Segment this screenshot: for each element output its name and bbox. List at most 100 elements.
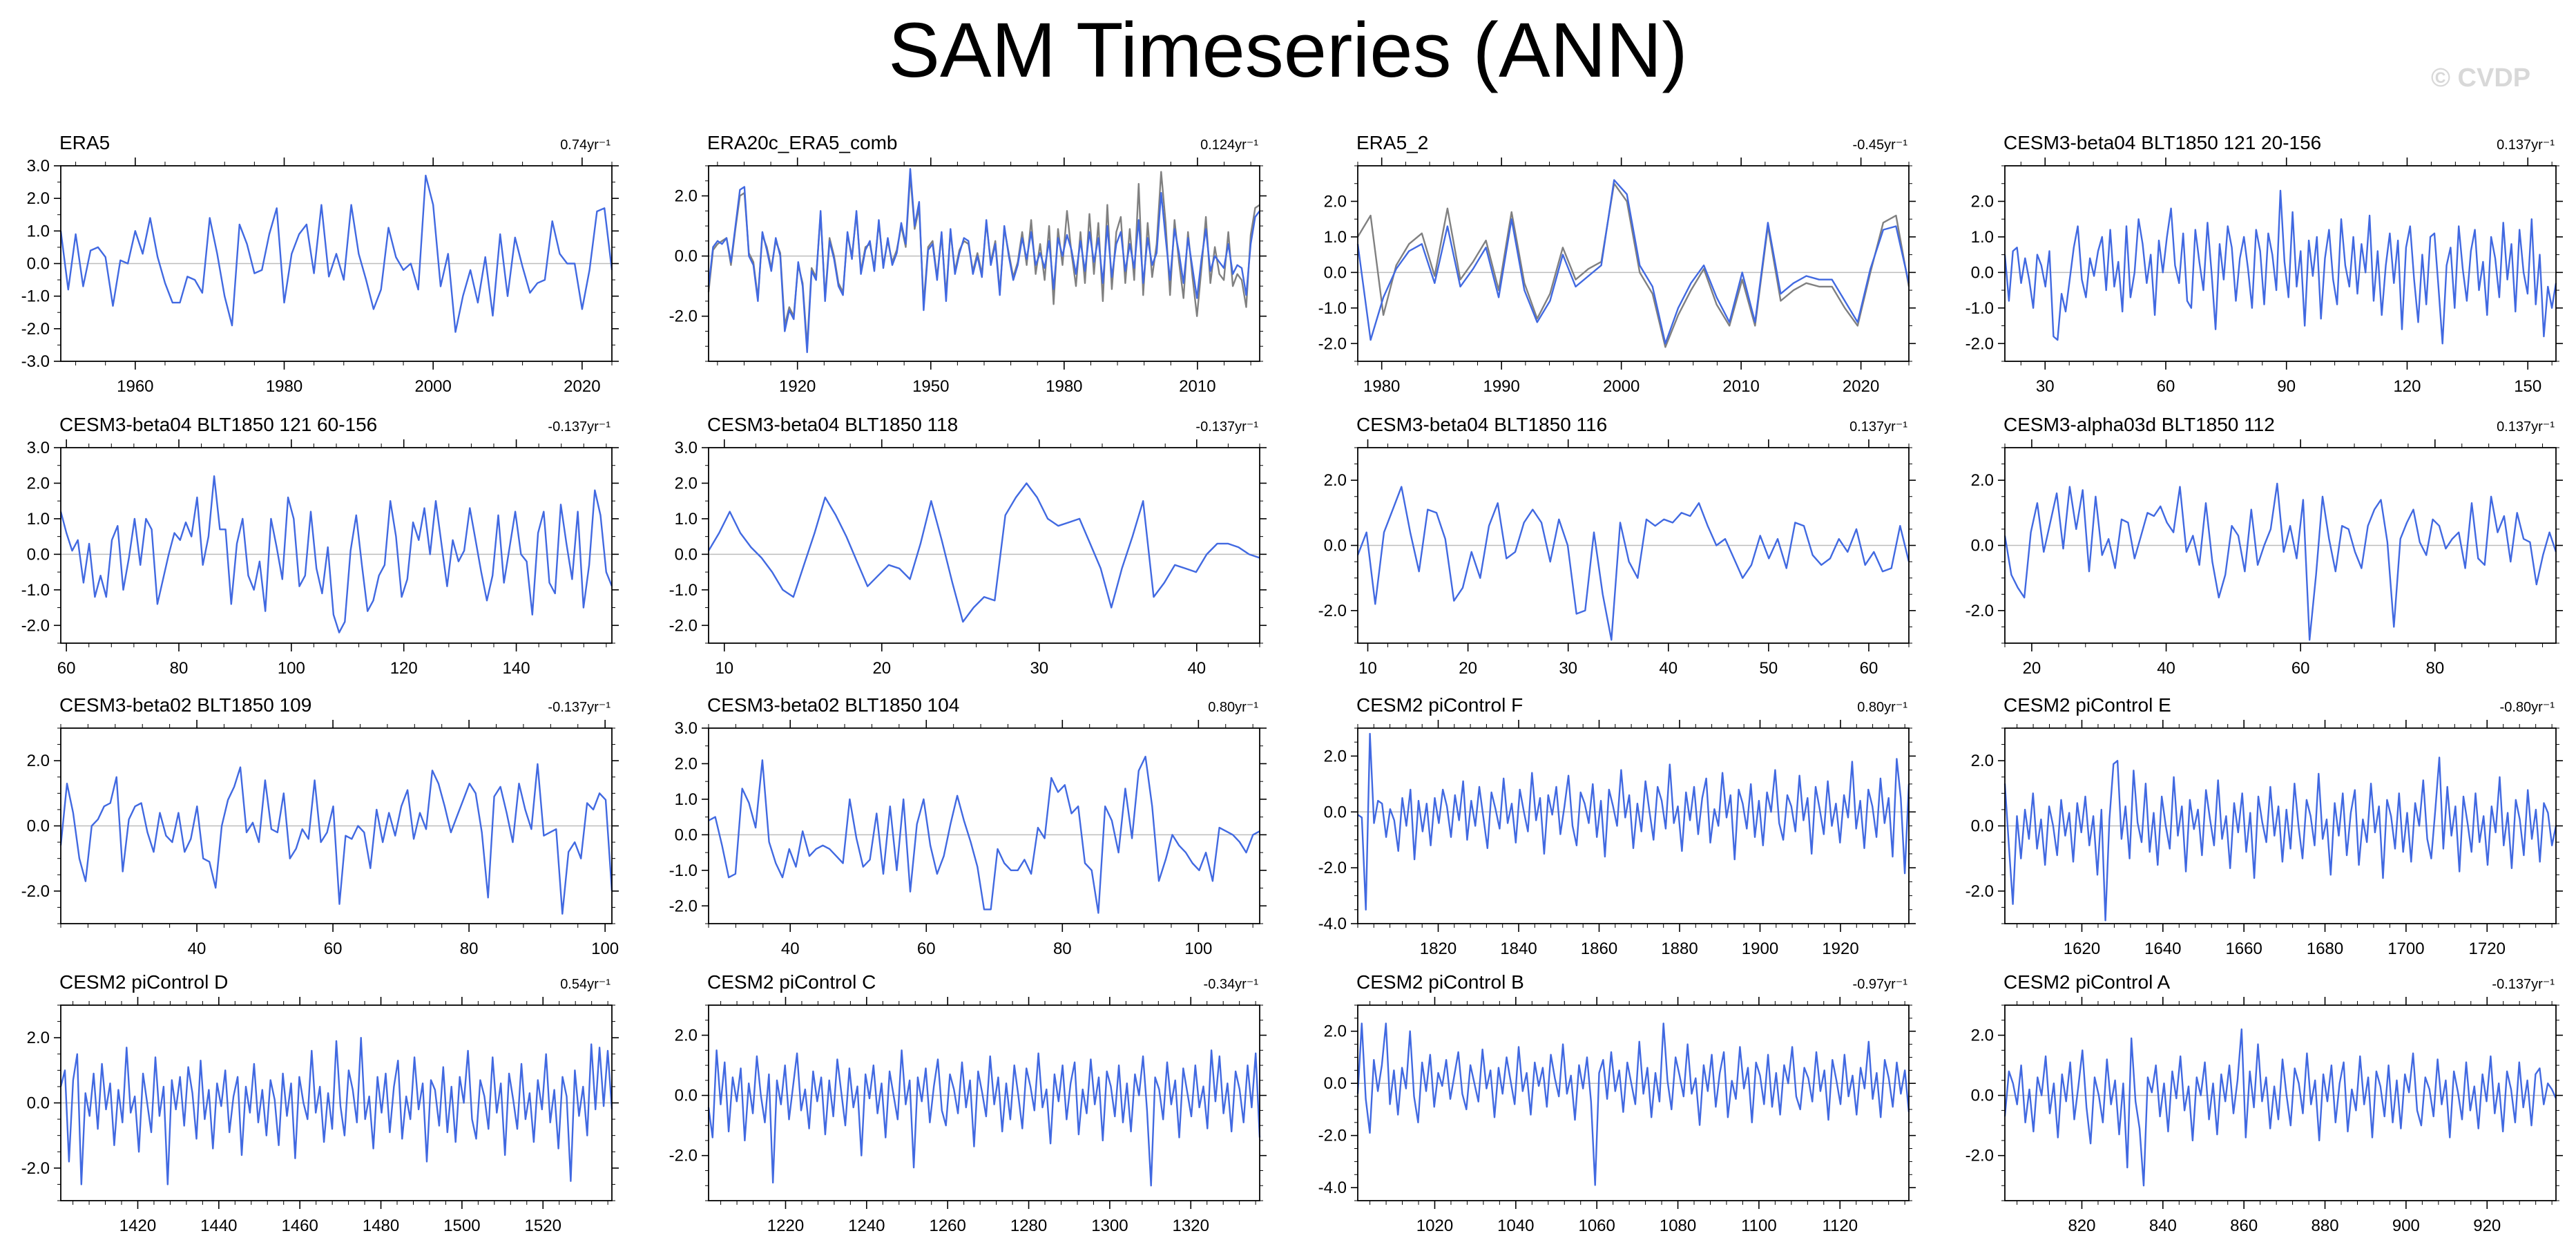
trend-label: -0.45yr⁻¹ bbox=[1853, 137, 1908, 153]
y-tick-label: 3.0 bbox=[27, 439, 50, 457]
y-tick-label: -2.0 bbox=[21, 320, 50, 339]
y-tick-label: 0.0 bbox=[675, 826, 698, 844]
x-tick-label: 2010 bbox=[1179, 377, 1215, 396]
y-tick-label: 0.0 bbox=[1971, 263, 1994, 282]
trend-label: -0.137yr⁻¹ bbox=[1195, 419, 1258, 435]
y-tick-label: 2.0 bbox=[1324, 747, 1347, 765]
chart-panel: CESM3-beta04 BLT1850 121 20-156 0.137yr⁻¹… bbox=[1965, 132, 2563, 396]
x-tick-label: 1300 bbox=[1091, 1217, 1128, 1235]
y-tick-label: 2.0 bbox=[27, 189, 50, 208]
y-tick-label: 2.0 bbox=[27, 1029, 50, 1047]
trend-label: -0.137yr⁻¹ bbox=[548, 419, 611, 435]
panel-title: ERA5_2 bbox=[1356, 132, 1428, 153]
series-line bbox=[2003, 189, 2557, 345]
x-tick-label: 1320 bbox=[1173, 1217, 1209, 1235]
y-tick-label: 1.0 bbox=[27, 222, 50, 240]
x-tick-label: 40 bbox=[188, 940, 206, 958]
y-tick-label: 2.0 bbox=[675, 474, 698, 493]
trend-label: 0.137yr⁻¹ bbox=[2497, 137, 2555, 153]
trend-label: 0.124yr⁻¹ bbox=[1200, 137, 1258, 153]
x-tick-label: 40 bbox=[781, 940, 800, 958]
panel-title: CESM3-beta02 BLT1850 104 bbox=[707, 694, 959, 716]
trend-label: -0.97yr⁻¹ bbox=[1853, 977, 1908, 992]
series-line bbox=[2003, 1028, 2557, 1187]
chart-panel: CESM3-beta04 BLT1850 116 0.137yr⁻¹ 2.0 0.0 -… bbox=[1318, 414, 1916, 678]
panel-title: ERA5 bbox=[59, 132, 110, 153]
chart-panel: CESM2 piControl D 0.54yr⁻¹ 2.0 0.0 -2.0 1420 1… bbox=[21, 971, 619, 1235]
x-tick-label: 100 bbox=[278, 659, 305, 678]
y-tick-label: 1.0 bbox=[1324, 228, 1347, 247]
x-tick-label: 60 bbox=[324, 940, 343, 958]
x-tick-label: 1900 bbox=[1742, 940, 1778, 958]
trend-label: 0.74yr⁻¹ bbox=[560, 137, 611, 153]
x-tick-label: 60 bbox=[2291, 659, 2310, 678]
x-tick-label: 1040 bbox=[1497, 1217, 1534, 1235]
y-tick-label: -4.0 bbox=[1318, 915, 1347, 933]
x-tick-label: 1950 bbox=[912, 377, 949, 396]
x-tick-label: 120 bbox=[390, 659, 418, 678]
y-tick-label: 2.0 bbox=[1971, 471, 1994, 490]
trend-label: -0.137yr⁻¹ bbox=[548, 700, 611, 715]
y-tick-label: -2.0 bbox=[669, 1147, 698, 1165]
plot-frame bbox=[1357, 165, 1910, 362]
x-tick-label: 1980 bbox=[266, 377, 302, 396]
trend-label: 0.137yr⁻¹ bbox=[1849, 419, 1907, 435]
x-tick-label: 100 bbox=[591, 940, 619, 958]
x-tick-label: 1990 bbox=[1483, 377, 1519, 396]
x-tick-label: 1480 bbox=[363, 1217, 399, 1235]
panel-title: ERA20c_ERA5_comb bbox=[707, 132, 897, 153]
y-tick-label: 0.0 bbox=[675, 1087, 698, 1105]
y-tick-label: 0.0 bbox=[27, 817, 50, 836]
plot-frame bbox=[708, 447, 1260, 644]
plot-frame bbox=[708, 1004, 1260, 1201]
x-tick-label: 1980 bbox=[1046, 377, 1082, 396]
x-tick-label: 10 bbox=[715, 659, 733, 678]
x-tick-label: 840 bbox=[2149, 1217, 2177, 1235]
x-tick-label: 1680 bbox=[2307, 940, 2343, 958]
plot-frame bbox=[2004, 165, 2557, 362]
x-tick-label: 1420 bbox=[119, 1217, 156, 1235]
x-tick-label: 1440 bbox=[200, 1217, 237, 1235]
x-tick-label: 920 bbox=[2473, 1217, 2501, 1235]
x-tick-label: 1460 bbox=[281, 1217, 318, 1235]
x-tick-label: 1280 bbox=[1010, 1217, 1047, 1235]
plot-frame bbox=[708, 727, 1260, 924]
x-tick-label: 40 bbox=[1659, 659, 1678, 678]
y-tick-label: -2.0 bbox=[1318, 1127, 1347, 1145]
y-tick-label: -1.0 bbox=[1318, 299, 1347, 318]
x-tick-label: 80 bbox=[460, 940, 479, 958]
x-tick-label: 1880 bbox=[1661, 940, 1698, 958]
chart-panel: CESM3-alpha03d BLT1850 112 0.137yr⁻¹ 2.0 0.… bbox=[1965, 414, 2563, 678]
x-tick-label: 900 bbox=[2392, 1217, 2420, 1235]
y-tick-label: -2.0 bbox=[1965, 882, 1994, 901]
x-tick-label: 20 bbox=[2023, 659, 2041, 678]
y-tick-label: -2.0 bbox=[21, 882, 50, 901]
y-tick-label: -1.0 bbox=[669, 861, 698, 880]
x-tick-label: 150 bbox=[2514, 377, 2541, 396]
y-tick-label: 0.0 bbox=[27, 255, 50, 274]
y-tick-label: -2.0 bbox=[1965, 334, 1994, 353]
x-tick-label: 50 bbox=[1760, 659, 1778, 678]
panel-title: CESM3-beta04 BLT1850 116 bbox=[1356, 414, 1607, 435]
x-tick-label: 1220 bbox=[767, 1217, 804, 1235]
x-tick-label: 60 bbox=[1860, 659, 1878, 678]
plot-frame bbox=[1357, 1004, 1910, 1201]
panel-title: CESM2 piControl F bbox=[1356, 694, 1523, 716]
y-tick-label: 2.0 bbox=[675, 754, 698, 773]
x-tick-label: 1640 bbox=[2144, 940, 2181, 958]
series-line bbox=[59, 763, 613, 915]
panel-title: CESM3-beta04 BLT1850 118 bbox=[707, 414, 958, 435]
x-tick-label: 60 bbox=[2157, 377, 2175, 396]
y-tick-label: 0.0 bbox=[1971, 1087, 1994, 1105]
panel-title: CESM3-beta04 BLT1850 121 60-156 bbox=[59, 414, 377, 435]
x-tick-label: 1060 bbox=[1578, 1217, 1615, 1235]
page-title: SAM Timeseries (ANN) bbox=[888, 7, 1688, 93]
series-line bbox=[1357, 732, 1910, 911]
x-tick-label: 1920 bbox=[779, 377, 816, 396]
x-tick-label: 60 bbox=[917, 940, 936, 958]
chart-panel: CESM2 piControl C -0.34yr⁻¹ 2.0 0.0 -2.0 1220… bbox=[669, 971, 1267, 1235]
x-tick-label: 1720 bbox=[2469, 940, 2506, 958]
y-tick-label: 2.0 bbox=[27, 474, 50, 493]
series-line bbox=[2003, 756, 2557, 922]
x-tick-label: 100 bbox=[1184, 940, 1212, 958]
